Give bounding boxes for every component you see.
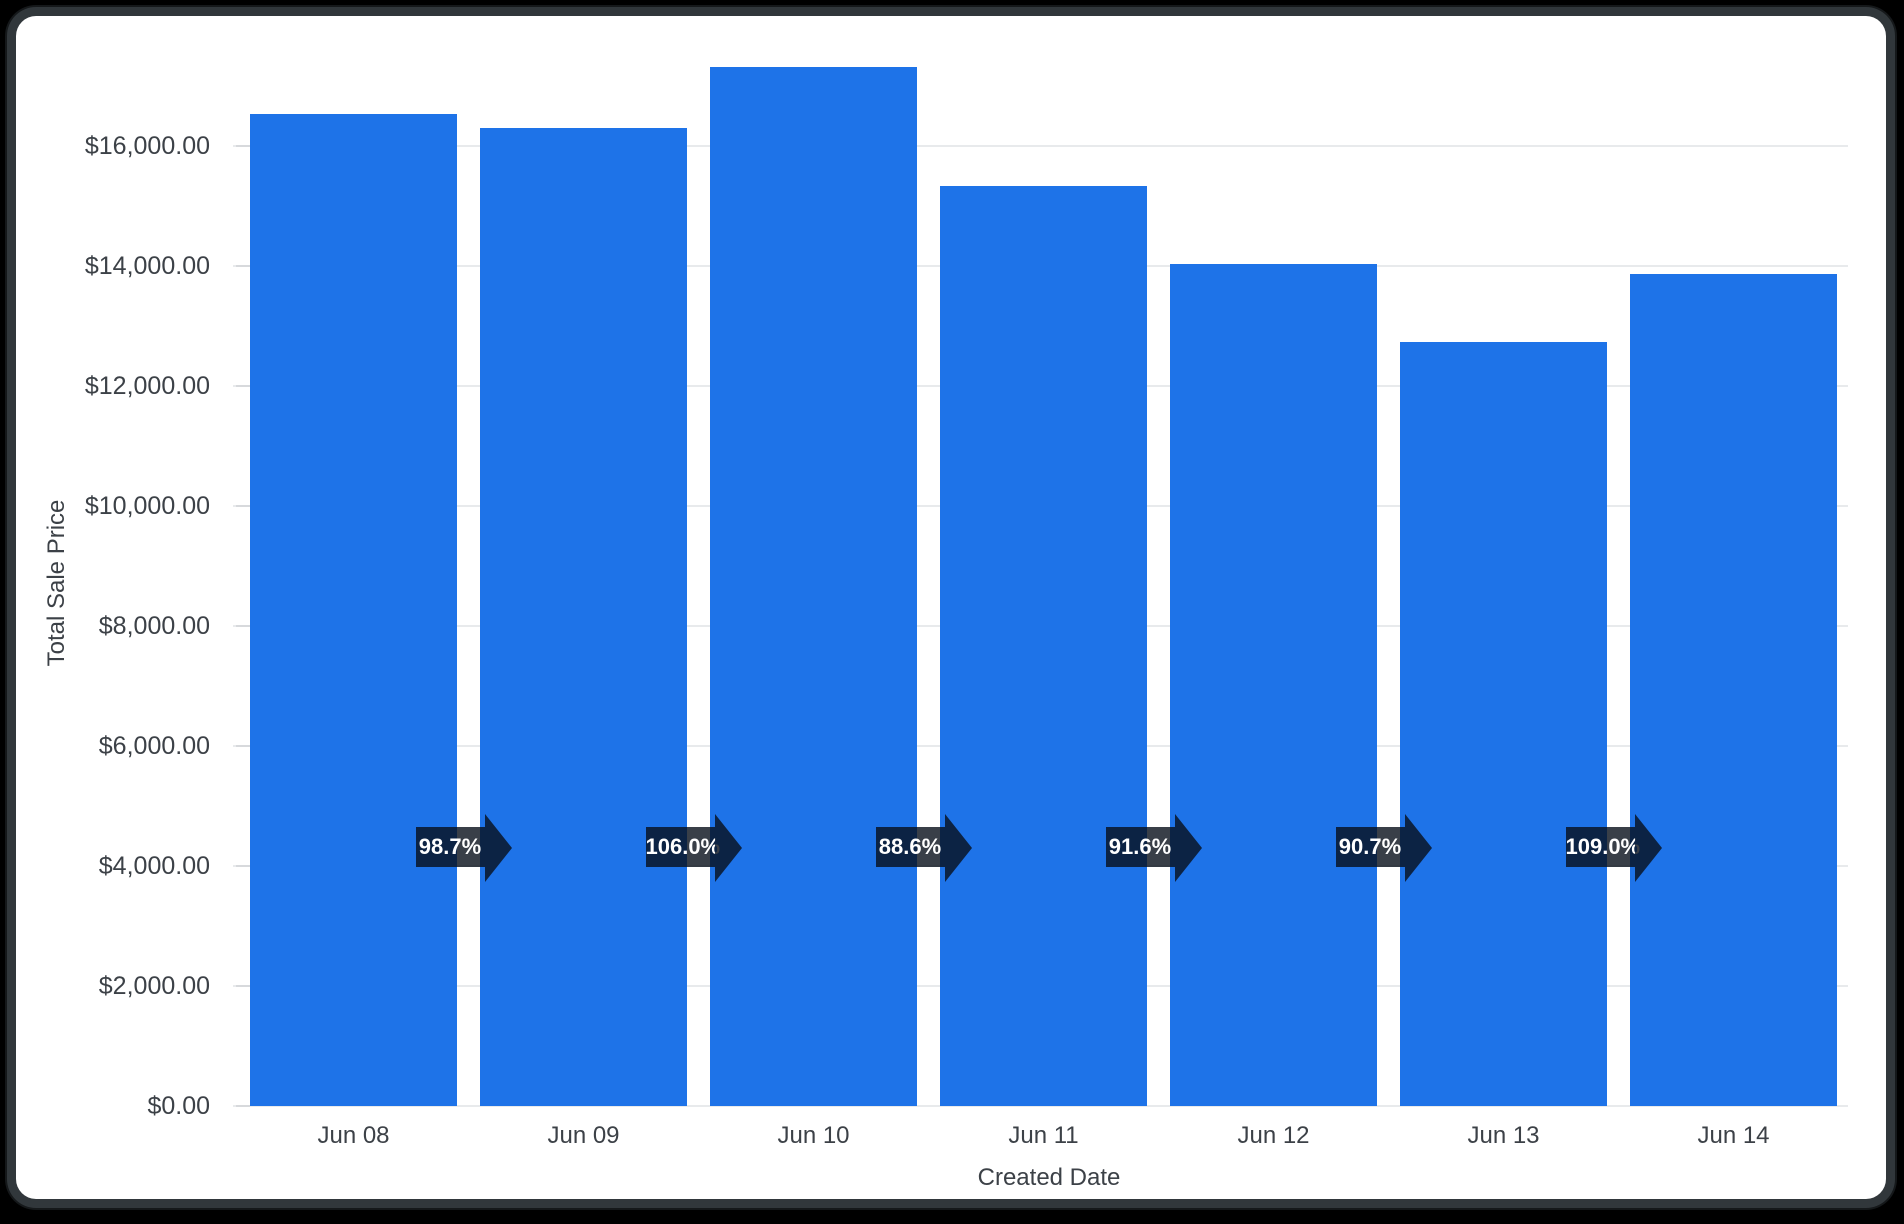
y-axis-label: $0.00 [147,1092,210,1120]
percent-change-label: 90.7% [1335,827,1405,867]
bar-jun-08[interactable] [250,114,457,1106]
arrow-right-icon [944,814,972,882]
arrow-right-icon [484,814,512,882]
y-axis-tick [236,1105,250,1107]
percent-change-label: 91.6% [1105,827,1175,867]
y-axis-title: Total Sale Price [43,499,70,667]
x-axis-label-jun-14: Jun 14 [1697,1122,1770,1149]
y-axis-tick [236,505,250,507]
y-axis-tick [236,265,250,267]
percent-change-arrow: 91.6% [1105,814,1202,882]
bar-jun-12[interactable] [1170,264,1377,1106]
y-axis-tick [236,385,250,387]
y-axis-label: $2,000.00 [98,972,210,1000]
percent-change-arrow: 106.0% [645,814,742,882]
y-axis-label: $14,000.00 [84,252,210,280]
y-axis-tick [236,625,250,627]
x-axis-title: Created Date [977,1164,1121,1191]
percent-change-arrow: 90.7% [1335,814,1432,882]
bar-jun-11[interactable] [940,186,1147,1106]
arrow-right-icon [1404,814,1432,882]
x-axis-label-jun-12: Jun 12 [1237,1122,1310,1149]
percent-change-label: 106.0% [645,827,720,867]
bar-jun-09[interactable] [480,128,687,1106]
percent-change-arrow: 88.6% [875,814,972,882]
percent-change-label: 109.0% [1565,827,1640,867]
x-axis-label-jun-08: Jun 08 [317,1122,390,1149]
y-axis-label: $12,000.00 [84,372,210,400]
y-axis-label: $8,000.00 [98,612,210,640]
y-axis-label: $16,000.00 [84,132,210,160]
arrow-right-icon [1634,814,1662,882]
y-axis-tick [236,745,250,747]
y-axis-label: $6,000.00 [98,732,210,760]
percent-change-label: 88.6% [875,827,945,867]
percent-change-label: 98.7% [415,827,485,867]
bar-jun-10[interactable] [710,67,917,1106]
percent-change-arrow: 98.7% [415,814,512,882]
x-axis-label-jun-09: Jun 09 [547,1122,620,1149]
x-axis-label-jun-11: Jun 11 [1008,1122,1079,1149]
x-axis-label-jun-10: Jun 10 [777,1122,850,1149]
percent-change-arrow: 109.0% [1565,814,1662,882]
y-axis-tick [236,865,250,867]
y-axis-tick [236,145,250,147]
y-axis-tick [236,985,250,987]
bar-jun-14[interactable] [1630,274,1837,1106]
y-axis-label: $4,000.00 [98,852,210,880]
x-axis-label-jun-13: Jun 13 [1467,1122,1540,1149]
y-axis-label: $10,000.00 [84,492,210,520]
gridline-16000 [233,145,1848,147]
gridline-0 [233,1105,1848,1107]
arrow-right-icon [1174,814,1202,882]
bar-jun-13[interactable] [1400,342,1607,1106]
arrow-right-icon [714,814,742,882]
